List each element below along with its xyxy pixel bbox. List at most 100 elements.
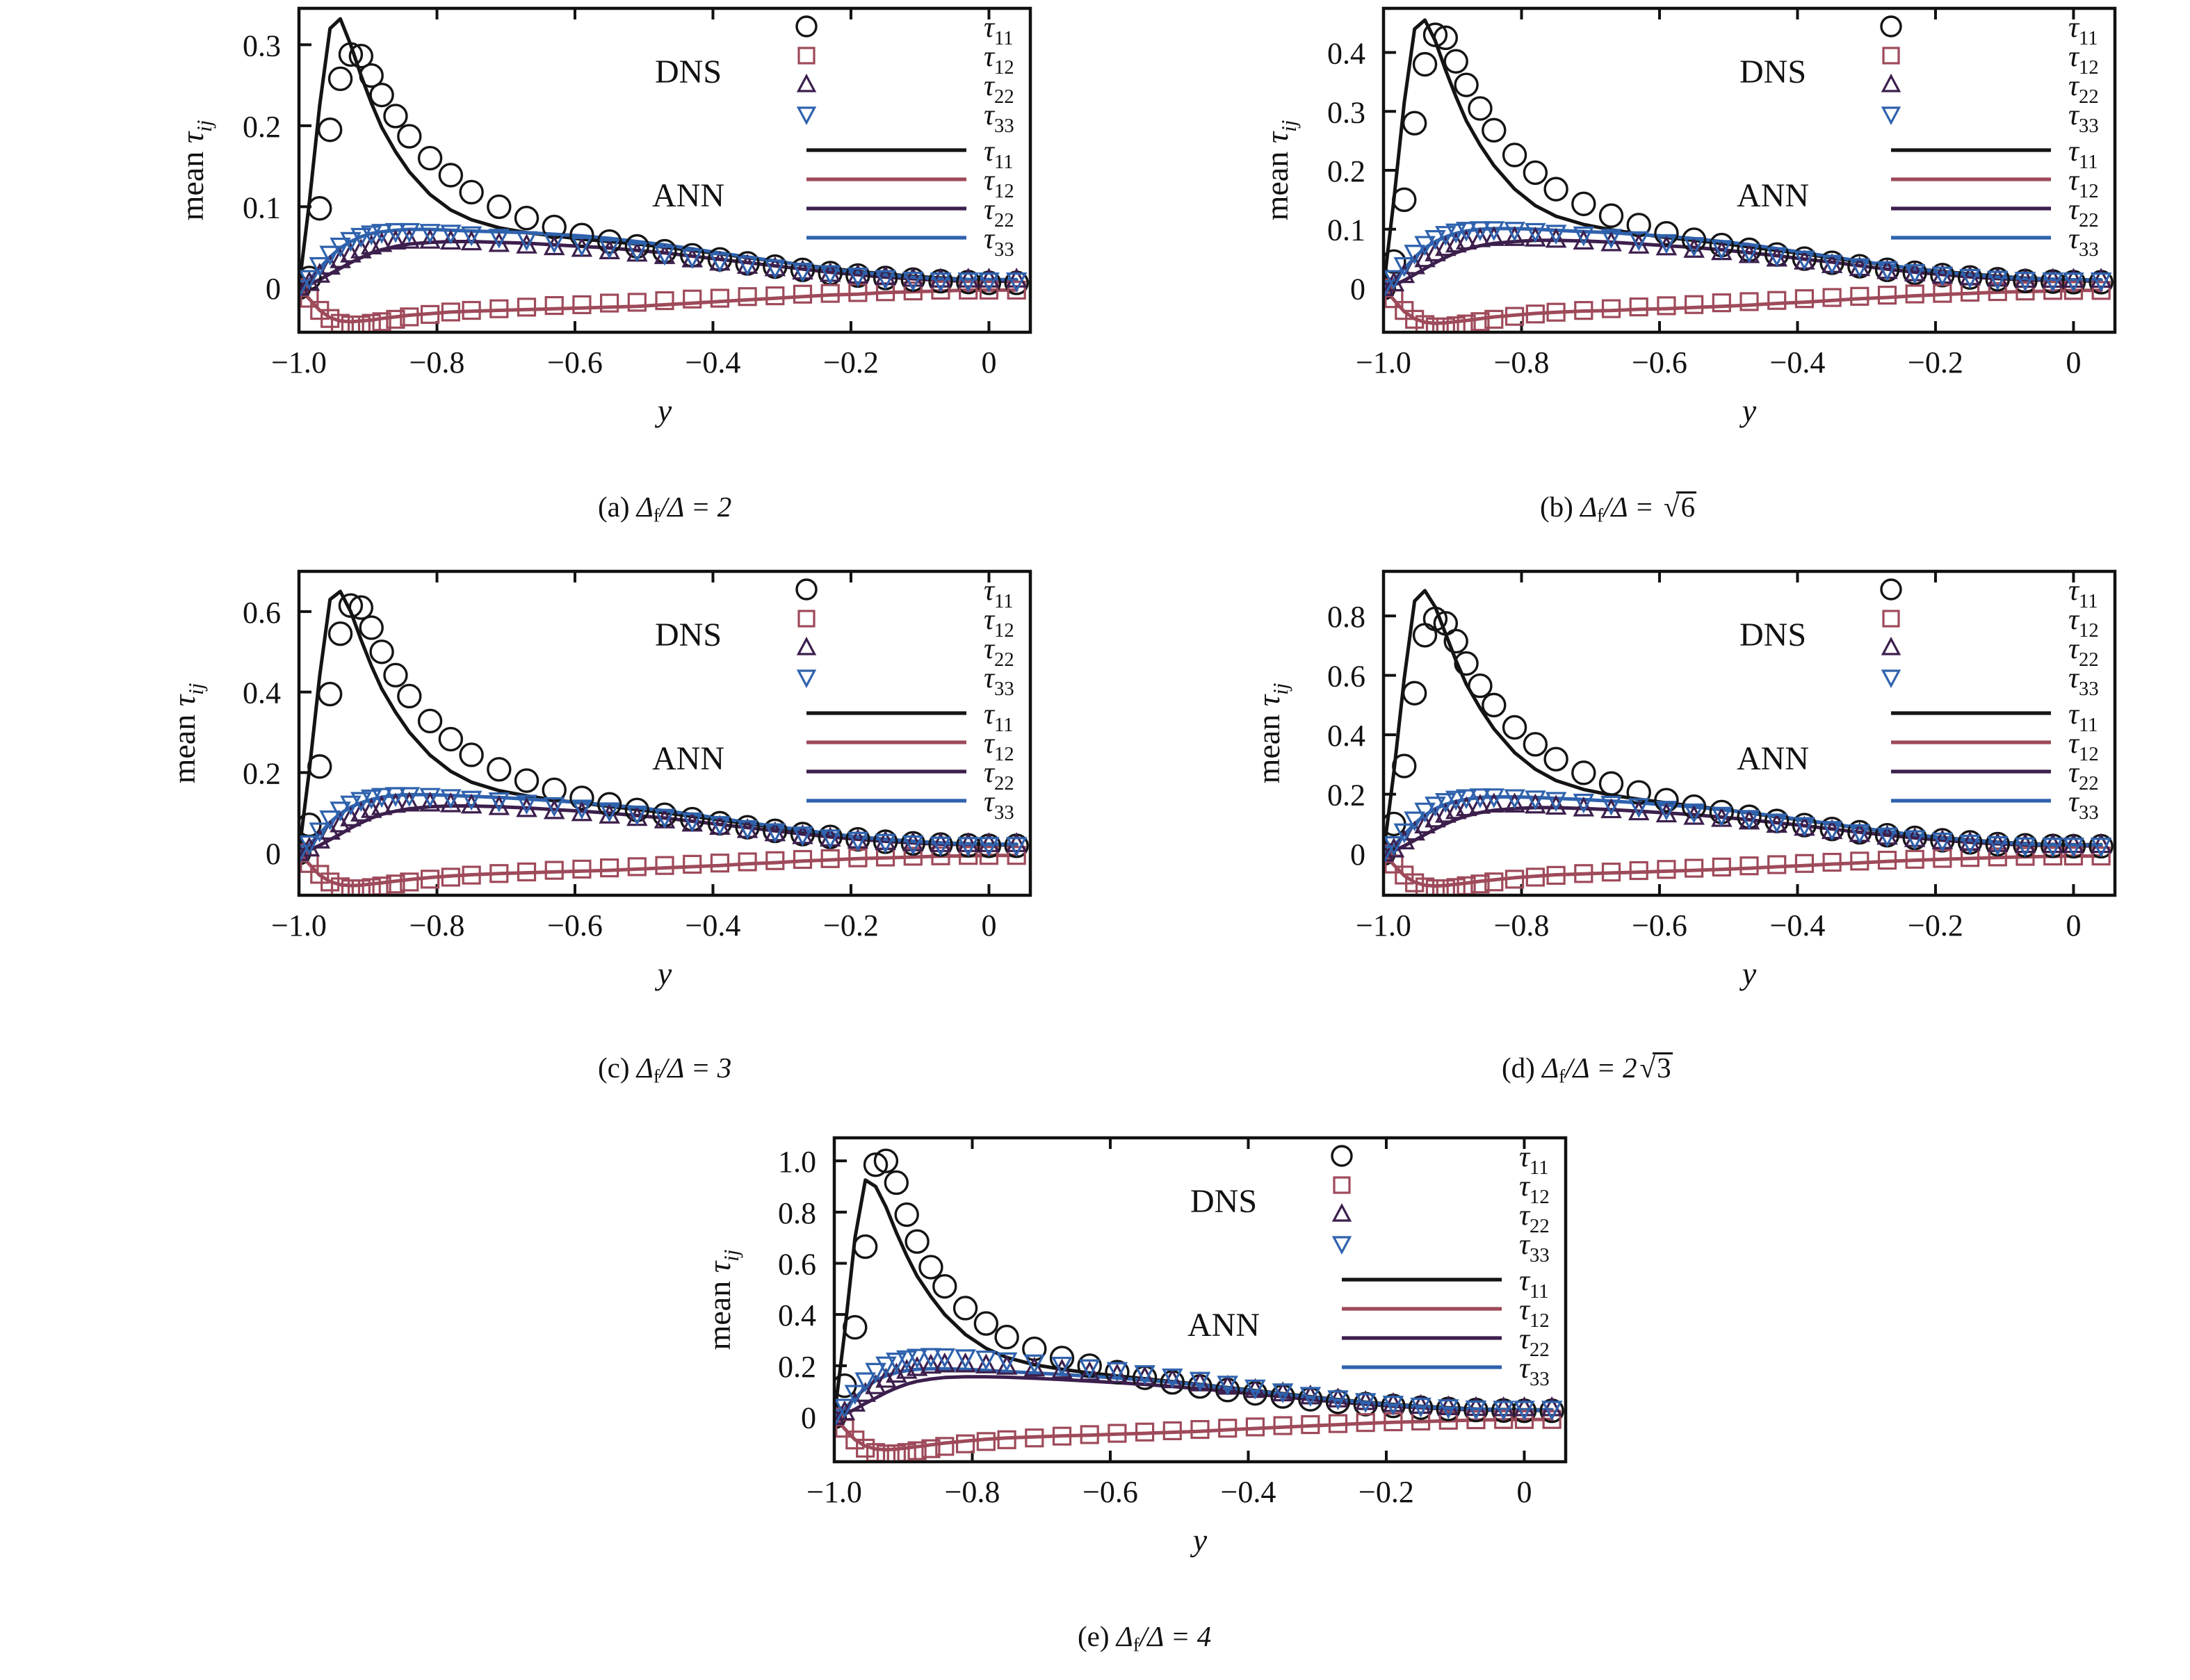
data-point-triangle-down	[1628, 231, 1650, 252]
data-point-square	[1415, 315, 1435, 331]
caption-expr: Δf/Δ = 4	[1116, 1620, 1212, 1656]
data-point-triangle-up	[978, 832, 1000, 852]
data-point-triangle-up	[1005, 832, 1028, 852]
data-point-triangle-down	[1545, 792, 1567, 812]
data-point-square	[856, 1438, 875, 1458]
data-point-square	[738, 287, 757, 307]
tick-labels: −1.0 −0.8 −0.6 −0.4 −0.2 0 0 0.1 0.2 0.3 0.4	[1327, 37, 2081, 380]
x-tick-label: 0	[981, 908, 996, 943]
data-point-triangle-down	[1385, 845, 1395, 863]
series-markers	[300, 222, 1028, 297]
data-point-circle	[873, 1148, 899, 1173]
tick-labels: −1.0 −0.8 −0.6 −0.4 −0.2 0 0 0.2 0.4 0.6	[243, 596, 996, 943]
series-markers	[1385, 844, 2111, 894]
series-markers	[1385, 278, 2111, 331]
data-point-square	[1007, 846, 1026, 865]
data-point-square	[2063, 846, 2084, 866]
data-point-square	[341, 879, 361, 894]
data-point-triangle-up	[847, 263, 869, 284]
data-point-triangle-down	[764, 823, 786, 844]
data-point-triangle-up	[902, 831, 924, 851]
data-point-triangle-down	[2090, 838, 2112, 858]
data-point-triangle-down	[955, 1349, 976, 1369]
data-point-triangle-up	[1987, 266, 2009, 287]
data-point-triangle-down	[836, 1398, 856, 1419]
data-point-triangle-down	[1683, 803, 1705, 824]
data-point-circle	[1502, 142, 1527, 168]
x-axis-title: y	[1739, 393, 1757, 428]
panel-b: −1.0 −0.8 −0.6 −0.4 −0.2 0 0 0.1 0.2 0.3 0.4 y mean …	[1244, 0, 2127, 445]
series-line	[300, 851, 1019, 888]
data-point-triangle-down	[1655, 234, 1678, 254]
data-point-triangle-down	[792, 826, 813, 847]
data-point-triangle-up	[957, 832, 979, 852]
data-point-triangle-down	[309, 822, 331, 843]
data-point-circle	[383, 104, 408, 129]
data-point-triangle-down	[1504, 789, 1525, 810]
data-point-triangle-down	[1881, 669, 1901, 689]
data-point-circle	[438, 163, 464, 188]
legend-group-ann: ANN	[652, 177, 724, 214]
data-point-circle	[973, 1311, 999, 1336]
data-point-square	[1457, 876, 1476, 894]
data-point-square	[462, 865, 481, 885]
data-point-square	[1712, 857, 1731, 876]
series-line	[300, 240, 1019, 289]
data-point-circle	[795, 15, 818, 38]
data-point-square	[1546, 302, 1566, 322]
data-point-triangle-down	[2042, 272, 2063, 293]
data-point-triangle-down	[419, 788, 441, 808]
data-point-triangle-down	[902, 271, 924, 292]
y-tick-label: 0.2	[243, 110, 281, 144]
data-point-triangle-down	[895, 1350, 918, 1371]
data-point-circle	[327, 66, 353, 92]
data-point-square	[793, 284, 813, 304]
data-point-triangle-down	[2063, 272, 2084, 293]
data-point-circle	[459, 742, 484, 767]
data-point-triangle-up	[1005, 268, 1028, 288]
data-point-triangle-up	[957, 268, 979, 288]
axes-frame	[1381, 569, 2117, 897]
data-point-circle	[1402, 680, 1427, 706]
data-point-square	[1685, 295, 1704, 314]
data-point-square	[1504, 307, 1525, 326]
data-point-square	[1850, 286, 1869, 306]
data-point-square	[1882, 610, 1900, 628]
data-point-square	[1405, 309, 1425, 329]
data-point-circle	[1412, 623, 1438, 648]
data-point-square	[2063, 281, 2084, 300]
data-point-triangle-up	[398, 791, 421, 812]
data-point-square	[1108, 1424, 1127, 1443]
data-point-triangle-up	[1514, 1396, 1535, 1417]
data-point-triangle-down	[340, 795, 362, 816]
data-point-triangle-down	[1766, 813, 1787, 834]
data-point-triangle-down	[1738, 810, 1760, 831]
data-point-triangle-up	[1655, 802, 1678, 823]
data-point-triangle-down	[2014, 272, 2036, 292]
data-point-triangle-down	[1987, 270, 2009, 291]
data-point-square	[1794, 854, 1814, 873]
data-point-triangle-down	[300, 835, 321, 856]
data-point-square	[1988, 847, 2007, 867]
plot-area: −1.0 −0.8 −0.6 −0.4 −0.2 0 0 0.1 0.2 0.3 y mean τij…	[175, 6, 1032, 428]
data-point-circle	[438, 726, 464, 752]
data-point-square	[1574, 864, 1593, 883]
x-tick-label: −0.4	[1221, 1475, 1276, 1509]
data-point-triangle-up	[2042, 268, 2063, 288]
caption-tag: (a)	[598, 491, 630, 523]
x-tick-label: −0.8	[1494, 908, 1550, 943]
data-point-square	[372, 876, 391, 894]
data-point-triangle-up	[371, 795, 393, 815]
data-point-square	[372, 312, 391, 331]
data-point-circle	[1880, 15, 1902, 38]
data-point-triangle-up	[543, 235, 565, 256]
data-point-square	[959, 280, 978, 300]
y-tick-label: 0.6	[778, 1248, 816, 1282]
data-point-triangle-up	[902, 266, 924, 287]
data-point-square	[572, 295, 592, 314]
data-point-square	[330, 313, 350, 331]
data-point-triangle-down	[1134, 1365, 1155, 1385]
legend-group-ann: ANN	[1737, 740, 1809, 777]
